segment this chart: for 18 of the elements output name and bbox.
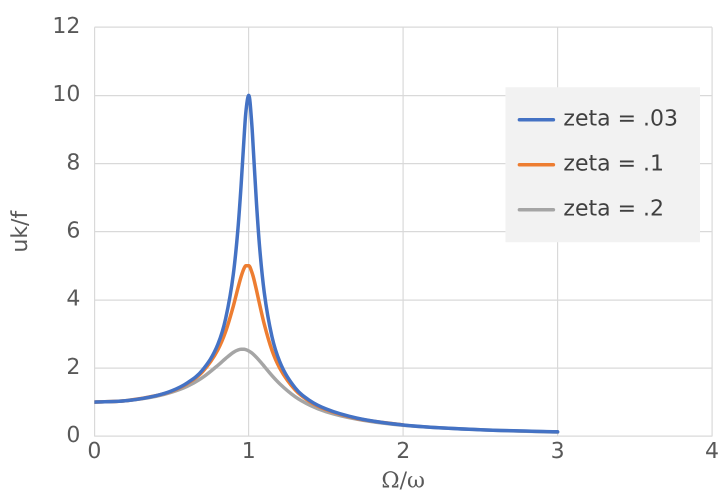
y-tick-label: 4 — [66, 286, 80, 312]
x-tick-label: 1 — [242, 439, 256, 464]
legend-label: zeta = .1 — [563, 151, 664, 176]
y-tick-label: 0 — [66, 422, 80, 448]
x-tick-label: 0 — [87, 439, 102, 464]
y-tick-label: 12 — [52, 14, 80, 39]
x-tick-label: 3 — [550, 439, 565, 464]
x-axis-title: Ω/ω — [381, 468, 425, 494]
legend-label: zeta = .03 — [563, 106, 678, 132]
x-tick-label: 2 — [396, 439, 410, 464]
y-tick-label: 8 — [66, 150, 80, 176]
x-tick-label: 4 — [705, 439, 719, 464]
y-tick-label: 10 — [52, 82, 80, 108]
legend-label: zeta = .2 — [563, 196, 664, 222]
y-axis-title: uk/f — [8, 210, 33, 253]
y-tick-label: 2 — [66, 354, 80, 380]
y-tick-label: 6 — [66, 218, 80, 244]
line-series — [94, 94, 560, 434]
